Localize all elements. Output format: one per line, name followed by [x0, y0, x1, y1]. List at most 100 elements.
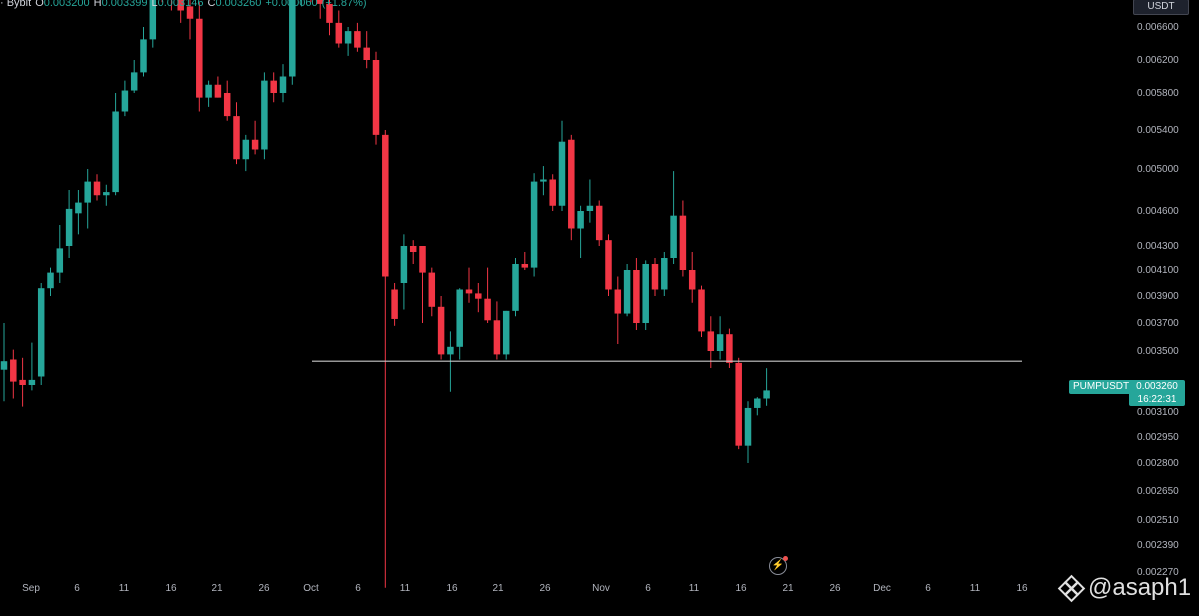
- candle: [121, 80, 129, 117]
- candle-body: [335, 22, 343, 44]
- open-label: O: [35, 0, 44, 9]
- candle: [65, 190, 73, 258]
- candle-body: [177, 0, 184, 11]
- candle: [475, 283, 482, 313]
- price-tick-label: 0.006200: [1137, 55, 1179, 66]
- price-axis[interactable]: 0.006600 0.006200 0.005800 0.005400 0.005000…: [1137, 22, 1179, 578]
- candle-body: [223, 93, 231, 117]
- candle-body: [149, 0, 157, 40]
- candle: [37, 283, 45, 385]
- candle-body: [521, 264, 529, 268]
- candle-body: [651, 264, 659, 290]
- candle-body: [447, 346, 454, 355]
- candle-body: [549, 179, 556, 206]
- candle: [493, 301, 501, 360]
- price-tick-label: 0.005800: [1137, 88, 1179, 99]
- candle: [651, 258, 659, 296]
- bar-countdown: 16:22:31: [1137, 394, 1177, 405]
- watermark: @asaph1: [1057, 574, 1191, 603]
- candle: [549, 174, 556, 211]
- high-label: H: [93, 0, 102, 9]
- candle: [316, 0, 324, 19]
- candle: [233, 102, 240, 165]
- candle-body: [698, 289, 705, 332]
- candle: [354, 22, 361, 52]
- date-tick-label: Oct: [303, 583, 319, 594]
- candle-body: [419, 246, 426, 273]
- candle: [170, 0, 172, 11]
- candle-body: [679, 215, 687, 270]
- lightning-icon[interactable]: ⚡: [769, 556, 788, 575]
- candle-body: [372, 60, 380, 135]
- time-axis[interactable]: Sep 6 11 16 21 26 Oct 6 11 16 21 26 Nov 6 11 16 21 26 Dec 6…: [22, 583, 1028, 594]
- candle: [754, 397, 761, 416]
- candle-body: [409, 246, 417, 252]
- candle: [75, 190, 82, 235]
- candle: [186, 0, 194, 40]
- candle: [177, 0, 184, 23]
- candle-body: [233, 116, 240, 160]
- candle: [670, 171, 677, 264]
- date-tick-label: Dec: [873, 583, 891, 594]
- candle: [19, 357, 26, 407]
- price-tick-label: 0.002950: [1137, 432, 1179, 443]
- candle-body: [19, 379, 26, 385]
- date-tick-label: 16: [446, 583, 458, 594]
- candle-body: [400, 246, 408, 283]
- candle: [456, 288, 463, 360]
- candle-body: [363, 47, 370, 60]
- candle-body: [540, 179, 547, 182]
- price-tick-label: 0.002650: [1137, 486, 1179, 497]
- candle: [726, 328, 733, 368]
- price-tick-label: 0.003700: [1137, 318, 1179, 329]
- candle-body: [465, 289, 473, 294]
- candle-body: [530, 181, 538, 268]
- candle-body: [456, 289, 463, 347]
- candle-body: [726, 334, 733, 363]
- candle: [261, 72, 268, 160]
- candle: [47, 267, 54, 296]
- candle: [56, 225, 64, 283]
- candle: [140, 27, 147, 77]
- close-value: 0.003260: [215, 0, 262, 9]
- candle: [363, 31, 370, 69]
- low-value: 0.003146: [157, 0, 204, 9]
- exchange-label: · Bybit: [0, 0, 32, 9]
- candle-body: [754, 398, 761, 408]
- candle-body: [484, 298, 491, 321]
- date-tick-label: 11: [970, 583, 981, 594]
- candle: [623, 264, 631, 317]
- last-price: 0.003260: [1136, 381, 1178, 392]
- candle: [242, 134, 250, 172]
- change-percent: (+1.87%): [321, 0, 367, 9]
- candle: [335, 10, 343, 48]
- currency-button[interactable]: USDT: [1133, 0, 1189, 15]
- date-tick-label: 26: [539, 583, 551, 594]
- candle-body: [344, 31, 352, 44]
- candle-body: [326, 3, 333, 23]
- candle: [763, 368, 770, 406]
- candle-body: [475, 293, 482, 299]
- candle-body: [186, 6, 194, 19]
- candle: [251, 120, 259, 155]
- date-tick-label: Nov: [592, 583, 610, 594]
- candle: [419, 246, 426, 323]
- candle-body: [568, 139, 575, 229]
- date-tick-label: 16: [1016, 583, 1028, 594]
- candle: [595, 200, 603, 246]
- candle: [465, 267, 473, 303]
- candle-body: [735, 362, 742, 446]
- candle-body: [56, 248, 64, 273]
- candle: [642, 260, 649, 330]
- candle-body: [586, 205, 594, 211]
- candle: [577, 205, 584, 258]
- candle-body: [93, 181, 101, 196]
- candle: [716, 316, 724, 360]
- date-tick-label: 21: [492, 583, 504, 594]
- candle: [698, 285, 705, 337]
- candle: [707, 316, 715, 368]
- binance-logo-icon: [1057, 574, 1086, 603]
- candle: [586, 179, 594, 223]
- candle-body: [688, 270, 696, 290]
